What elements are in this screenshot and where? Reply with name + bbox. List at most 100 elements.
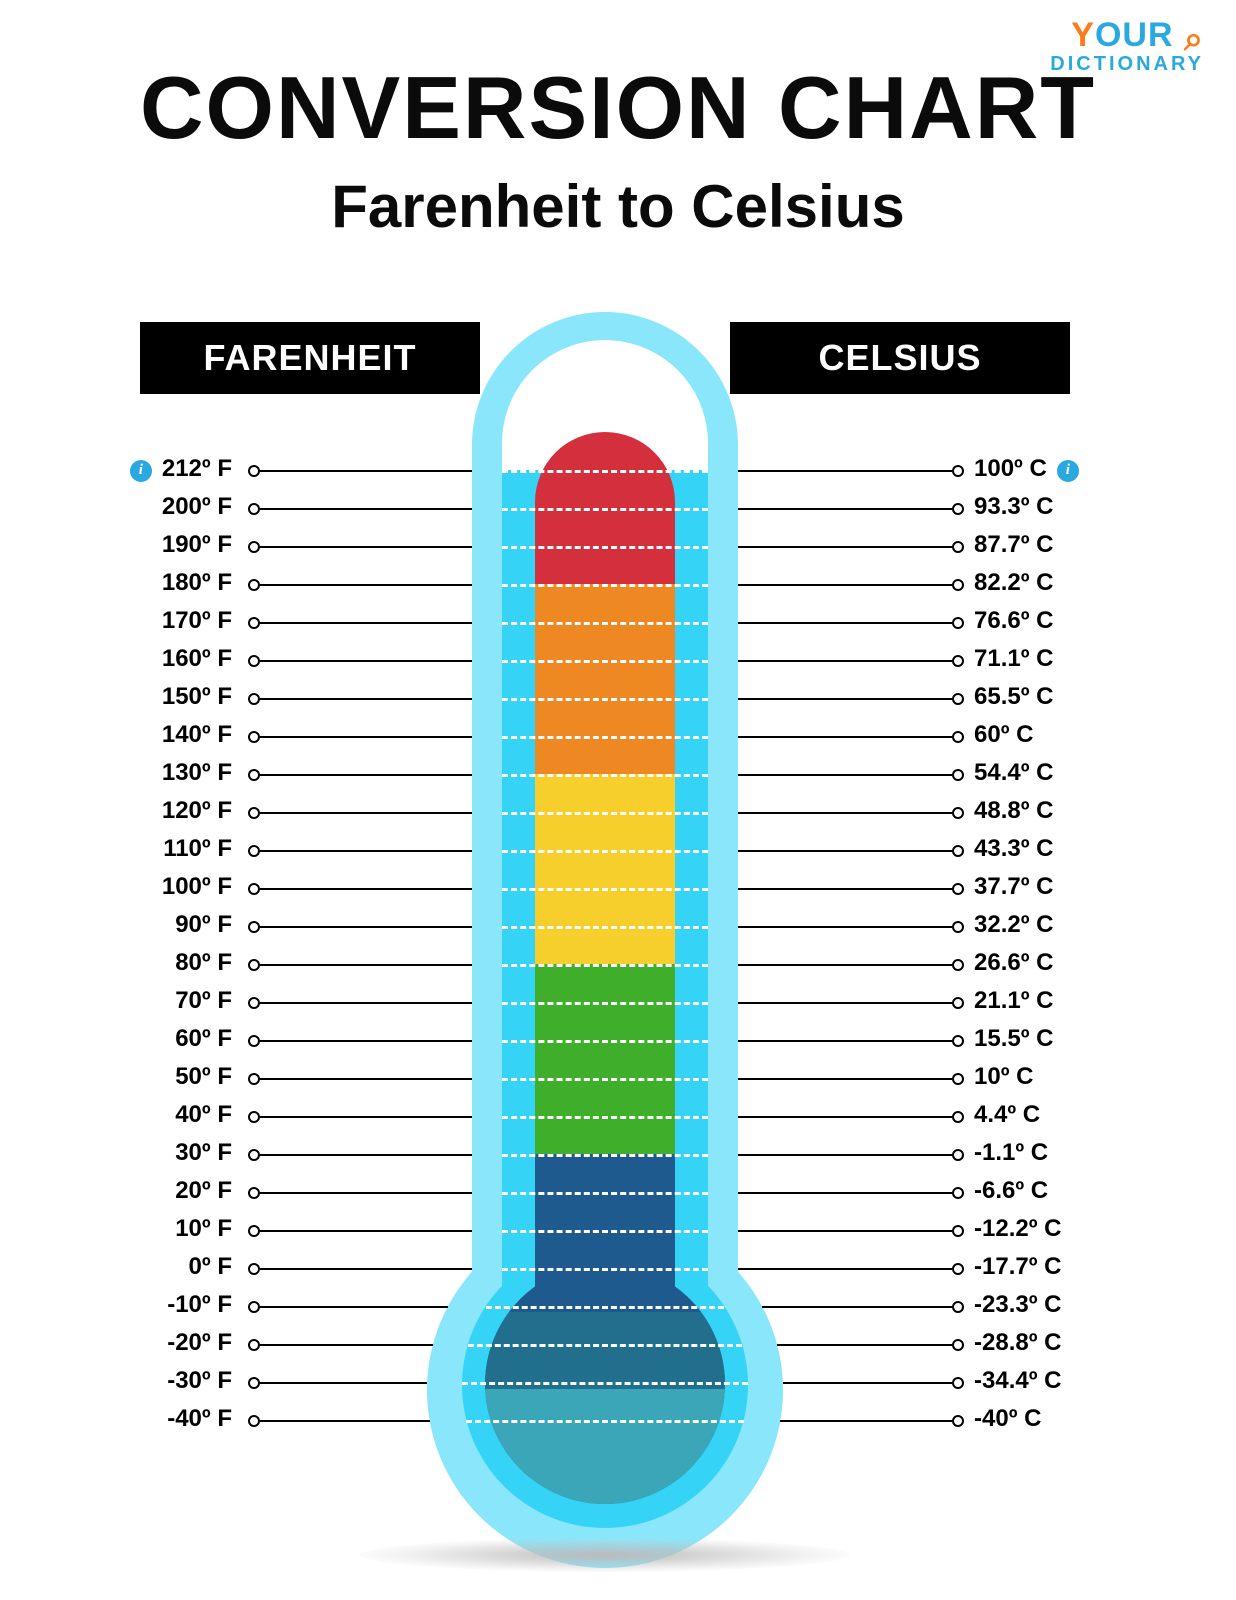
tick-dash: [502, 1040, 708, 1043]
tick-line: [260, 546, 472, 548]
tick-dot: [952, 1225, 964, 1237]
tick-line: [738, 1040, 952, 1042]
conversion-row: 50º F 10º C: [0, 1063, 1236, 1101]
tick-line: [738, 1002, 952, 1004]
tick-dash: [502, 736, 708, 739]
logo-our: OUR: [1095, 16, 1174, 54]
celsius-value: 54.4º C: [974, 759, 1053, 786]
celsius-value: 87.7º C: [974, 531, 1053, 558]
celsius-value: 21.1º C: [974, 987, 1053, 1014]
tick-dot: [248, 997, 260, 1009]
tick-line: [738, 736, 952, 738]
celsius-value: 60º C: [974, 721, 1033, 748]
tick-dot: [248, 1111, 260, 1123]
tick-dash: [466, 1420, 743, 1423]
tick-line: [738, 1116, 952, 1118]
tick-dash: [502, 622, 708, 625]
fahrenheit-value: 130º F: [162, 759, 232, 786]
celsius-label: 54.4º C: [974, 759, 1194, 787]
fahrenheit-value: 60º F: [175, 1025, 232, 1052]
fahrenheit-value: 80º F: [175, 949, 232, 976]
tick-dot: [248, 959, 260, 971]
header-bar-left: FARENHEIT: [140, 322, 480, 394]
fahrenheit-label: 40º F: [0, 1101, 232, 1129]
fahrenheit-value: 50º F: [175, 1063, 232, 1090]
celsius-value: 100º C: [974, 455, 1047, 482]
tick-line: [738, 888, 952, 890]
tick-line: [260, 926, 472, 928]
celsius-value: 65.5º C: [974, 683, 1053, 710]
tick-line: [738, 1154, 952, 1156]
conversion-row: 80º F 26.6º C: [0, 949, 1236, 987]
tick-dot: [952, 503, 964, 515]
tick-dot: [952, 769, 964, 781]
tick-line: [260, 964, 472, 966]
tick-line: [260, 736, 472, 738]
tick-dot: [952, 1149, 964, 1161]
conversion-row: 140º F60º C: [0, 721, 1236, 759]
tick-line: [260, 1306, 448, 1308]
tick-line: [780, 1420, 952, 1422]
tick-dot: [952, 883, 964, 895]
tick-line: [260, 1268, 472, 1270]
celsius-value: 93.3º C: [974, 493, 1053, 520]
celsius-label: 4.4º C: [974, 1101, 1194, 1129]
logo-y: Y: [1071, 16, 1095, 54]
tick-dash: [502, 850, 708, 853]
tick-dash: [502, 1116, 708, 1119]
celsius-value: -17.7º C: [974, 1253, 1061, 1280]
conversion-row: 180º F82.2º C: [0, 569, 1236, 607]
celsius-value: 26.6º C: [974, 949, 1053, 976]
tick-dash: [502, 926, 708, 929]
page-subtitle: Farenheit to Celsius: [0, 172, 1236, 241]
fahrenheit-value: 90º F: [175, 911, 232, 938]
tick-dash: [468, 1344, 742, 1347]
tick-dot: [952, 541, 964, 553]
tick-line: [738, 470, 952, 472]
tick-dot: [248, 1377, 260, 1389]
tick-dot: [952, 1111, 964, 1123]
tick-dot: [952, 1301, 964, 1313]
celsius-label: 10º C: [974, 1063, 1194, 1091]
tick-line: [260, 774, 472, 776]
tick-dot: [952, 655, 964, 667]
fahrenheit-value: 20º F: [175, 1177, 232, 1204]
fahrenheit-label: 170º F: [0, 607, 232, 635]
tick-line: [738, 660, 952, 662]
fahrenheit-label: 200º F: [0, 493, 232, 521]
tick-line: [738, 698, 952, 700]
tick-line: [738, 812, 952, 814]
celsius-label: 100º Ci: [974, 455, 1194, 483]
conversion-row: 30º F-1.1º C: [0, 1139, 1236, 1177]
fahrenheit-label: -20º F: [0, 1329, 232, 1357]
tick-dot: [952, 807, 964, 819]
tick-line: [260, 1420, 430, 1422]
conversion-row: -10º F-23.3º C: [0, 1291, 1236, 1329]
celsius-label: 21.1º C: [974, 987, 1194, 1015]
celsius-label: 93.3º C: [974, 493, 1194, 521]
tick-dot: [248, 921, 260, 933]
tick-dot: [248, 617, 260, 629]
conversion-row: 90º F32.2º C: [0, 911, 1236, 949]
fahrenheit-value: 150º F: [162, 683, 232, 710]
tick-line: [260, 508, 472, 510]
tick-line: [738, 1268, 952, 1270]
conversion-row: 120º F48.8º C: [0, 797, 1236, 835]
conversion-row: 190º F87.7º C: [0, 531, 1236, 569]
thermo-shadow: [360, 1538, 850, 1572]
conversion-row: 160º F71.1º C: [0, 645, 1236, 683]
page-title: CONVERSION CHART: [0, 64, 1236, 152]
header-celsius: CELSIUS: [730, 322, 1070, 394]
fahrenheit-value: 170º F: [162, 607, 232, 634]
magnifier-icon: ⌕: [1184, 22, 1204, 56]
tick-line: [260, 1344, 433, 1346]
fahrenheit-value: -20º F: [167, 1329, 232, 1356]
celsius-label: -23.3º C: [974, 1291, 1194, 1319]
page: YOUR ⌕ DICTIONARY CONVERSION CHART Faren…: [0, 0, 1236, 1600]
tick-line: [260, 1154, 472, 1156]
tick-dot: [248, 769, 260, 781]
tick-dot: [248, 1339, 260, 1351]
tick-line: [260, 1002, 472, 1004]
tick-line: [260, 660, 472, 662]
fahrenheit-value: 212º F: [162, 455, 232, 482]
